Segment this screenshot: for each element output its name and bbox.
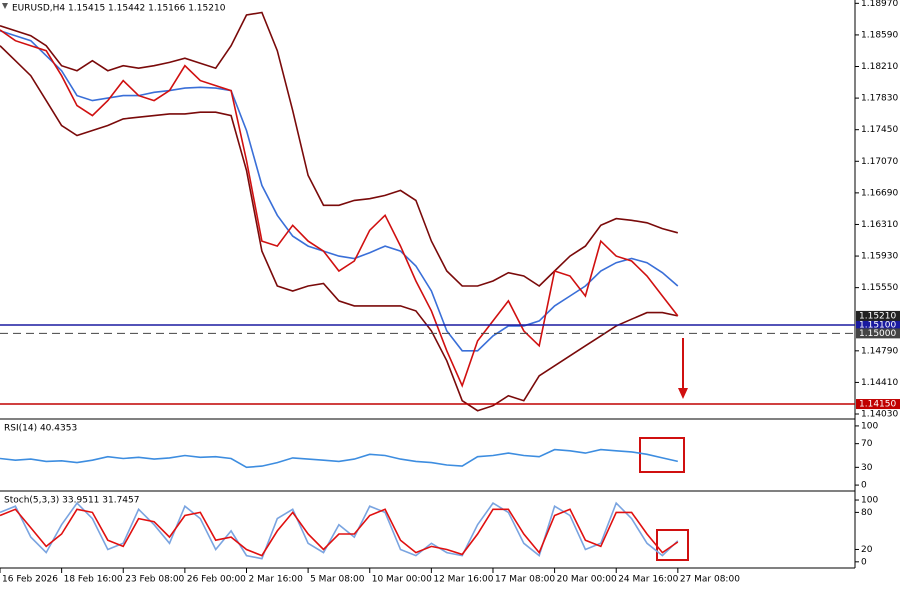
highlight-box: [639, 437, 685, 473]
x-tick-label: 5 Mar 08:00: [310, 575, 365, 585]
y-tick-label: 1.18590: [861, 30, 898, 40]
series-line: [0, 11, 679, 288]
level-label: 1.15100: [859, 321, 896, 331]
x-tick-label: 10 Mar 00:00: [372, 575, 432, 585]
level-label: 1.14150: [859, 400, 896, 410]
series-line: [0, 45, 678, 412]
price-tag-label: 1.15210: [859, 311, 896, 321]
y-tick-label: 0: [861, 557, 867, 567]
series-line: [0, 30, 679, 352]
y-tick-label: 1.14410: [861, 378, 898, 388]
y-tick-label: 1.16690: [861, 188, 898, 198]
y-tick-label: 1.14030: [861, 410, 898, 420]
y-tick-label: 1.18970: [861, 0, 898, 9]
y-tick-label: 1.17070: [861, 157, 898, 167]
x-tick-label: 18 Feb 16:00: [64, 575, 123, 585]
x-tick-label: 26 Feb 00:00: [187, 575, 246, 585]
series-line: [0, 508, 679, 557]
series-line: [0, 501, 679, 560]
y-tick-label: 1.15550: [861, 283, 898, 293]
y-tick-label: 100: [861, 421, 878, 431]
y-tick-label: 1.17830: [861, 94, 898, 104]
y-tick-label: 80: [861, 508, 873, 518]
y-tick-label: 1.17450: [861, 125, 898, 135]
y-tick-label: 30: [861, 463, 873, 473]
x-tick-label: 12 Mar 16:00: [433, 575, 493, 585]
panel-title: RSI(14) 40.4353: [4, 424, 77, 434]
y-tick-label: 70: [861, 439, 873, 449]
y-tick-label: 1.16310: [861, 220, 898, 230]
symbol-icon: [2, 3, 8, 9]
x-tick-label: 20 Mar 00:00: [557, 575, 617, 585]
level-tag: [856, 399, 900, 410]
x-tick-label: 24 Mar 16:00: [618, 575, 678, 585]
x-tick-label: 27 Mar 08:00: [680, 575, 740, 585]
level-tag: [856, 320, 900, 331]
y-tick-label: 100: [861, 496, 878, 506]
y-tick-label: 20: [861, 545, 873, 555]
level-label: 1.15000: [859, 329, 896, 339]
series-line: [0, 29, 679, 388]
panel-title: Stoch(5,3,3) 33.9511 31.7457: [4, 496, 139, 506]
panel-title: EURUSD,H4 1.15415 1.15442 1.15166 1.1521…: [12, 4, 226, 14]
price-tag: [856, 310, 900, 321]
y-tick-label: 1.14790: [861, 346, 898, 356]
x-tick-label: 2 Mar 16:00: [248, 575, 303, 585]
y-tick-label: 1.18210: [861, 62, 898, 72]
level-tag: [856, 328, 900, 339]
y-tick-label: 0: [861, 481, 867, 491]
series-line: [0, 448, 678, 469]
arrow-head: [678, 388, 688, 399]
x-tick-label: 23 Feb 08:00: [125, 575, 184, 585]
x-tick-label: 16 Feb 2026: [2, 575, 58, 585]
y-tick-label: 1.15930: [861, 252, 898, 262]
x-tick-label: 17 Mar 08:00: [495, 575, 555, 585]
